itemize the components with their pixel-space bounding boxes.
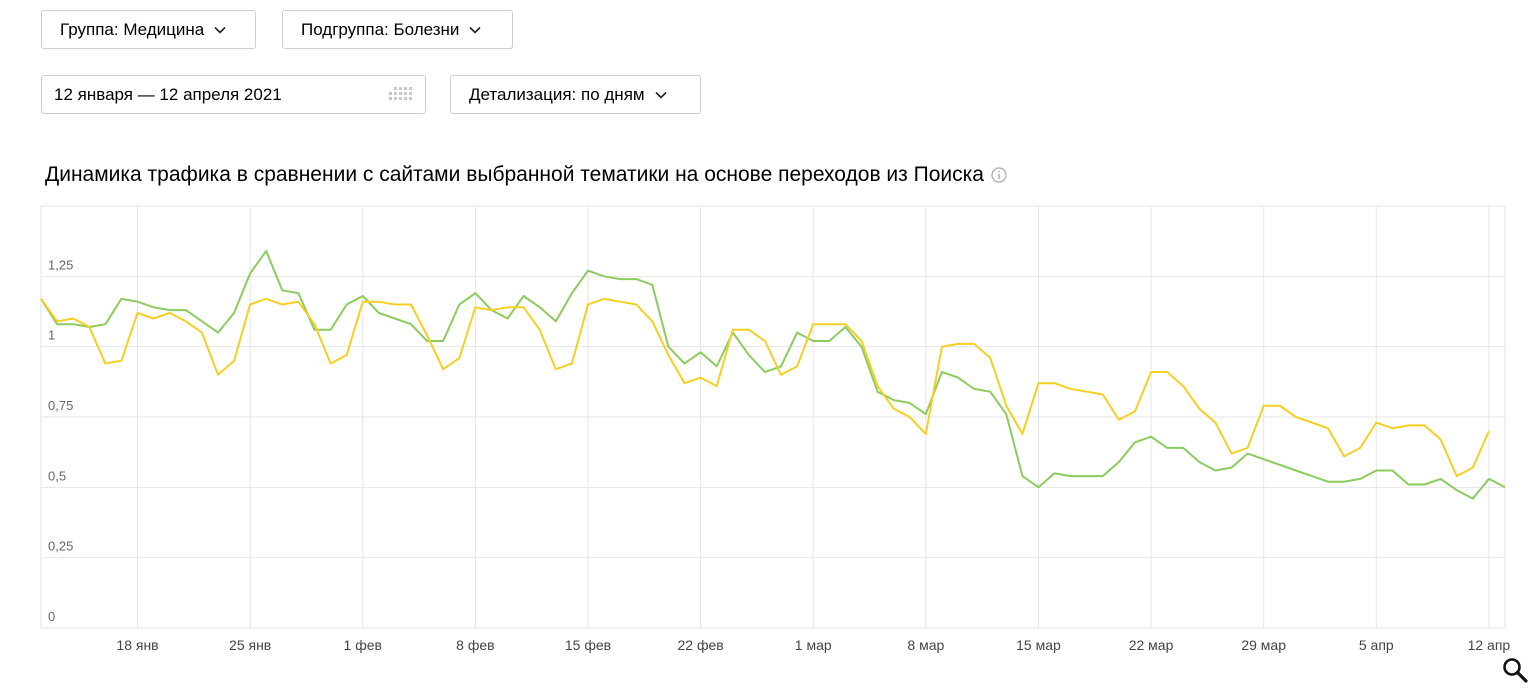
chart-title: Динамика трафика в сравнении с сайтами в… [45, 163, 1007, 187]
info-icon[interactable] [991, 167, 1007, 183]
date-range-picker[interactable]: 12 января — 12 апреля 2021 [41, 75, 426, 114]
x-tick-label: 15 мар [1016, 637, 1061, 653]
subgroup-dropdown-label: Подгруппа: Болезни [301, 19, 460, 39]
chevron-down-icon [214, 26, 226, 34]
traffic-line-chart: 0 0,25 0,5 0,75 1 1,25 18 янв 25 янв 1 фев 8 фев 1… [40, 205, 1510, 653]
x-tick-label: 1 фев [344, 637, 382, 653]
x-tick-label: 25 янв [229, 637, 271, 653]
x-tick-label: 1 мар [795, 637, 832, 653]
y-tick-label: 0,75 [48, 398, 73, 413]
group-dropdown[interactable]: Группа: Медицина [41, 10, 256, 49]
date-range-value: 12 января — 12 апреля 2021 [54, 84, 282, 104]
chart-title-text: Динамика трафика в сравнении с сайтами в… [45, 163, 984, 186]
detail-dropdown[interactable]: Детализация: по дням [450, 75, 701, 114]
y-tick-label: 1 [48, 328, 55, 343]
chart-series [40, 250, 1506, 500]
x-tick-label: 22 мар [1129, 637, 1174, 653]
y-tick-label: 0,25 [48, 539, 73, 554]
x-tick-label: 12 апр [1468, 637, 1511, 653]
y-tick-label: 0,5 [48, 468, 66, 483]
x-tick-label: 22 фев [677, 637, 723, 653]
detail-dropdown-label: Детализация: по дням [469, 84, 645, 104]
chart-grid [40, 205, 1506, 629]
x-tick-label: 5 апр [1359, 637, 1394, 653]
y-tick-label: 1,25 [48, 257, 73, 272]
series-line-green [40, 250, 1506, 500]
chevron-down-icon [469, 26, 481, 34]
chevron-down-icon [655, 91, 667, 99]
y-tick-label: 0 [48, 609, 55, 624]
chart-labels: 0 0,25 0,5 0,75 1 1,25 18 янв 25 янв 1 фев 8 фев 1… [48, 257, 1510, 653]
x-tick-label: 29 мар [1241, 637, 1286, 653]
x-tick-label: 8 мар [907, 637, 944, 653]
series-line-yellow [40, 297, 1490, 478]
x-tick-label: 18 янв [116, 637, 158, 653]
zoom-icon[interactable] [1501, 656, 1529, 684]
calendar-icon [389, 86, 412, 100]
x-tick-label: 15 фев [565, 637, 611, 653]
group-dropdown-label: Группа: Медицина [60, 19, 205, 39]
subgroup-dropdown[interactable]: Подгруппа: Болезни [282, 10, 513, 49]
x-tick-label: 8 фев [456, 637, 494, 653]
